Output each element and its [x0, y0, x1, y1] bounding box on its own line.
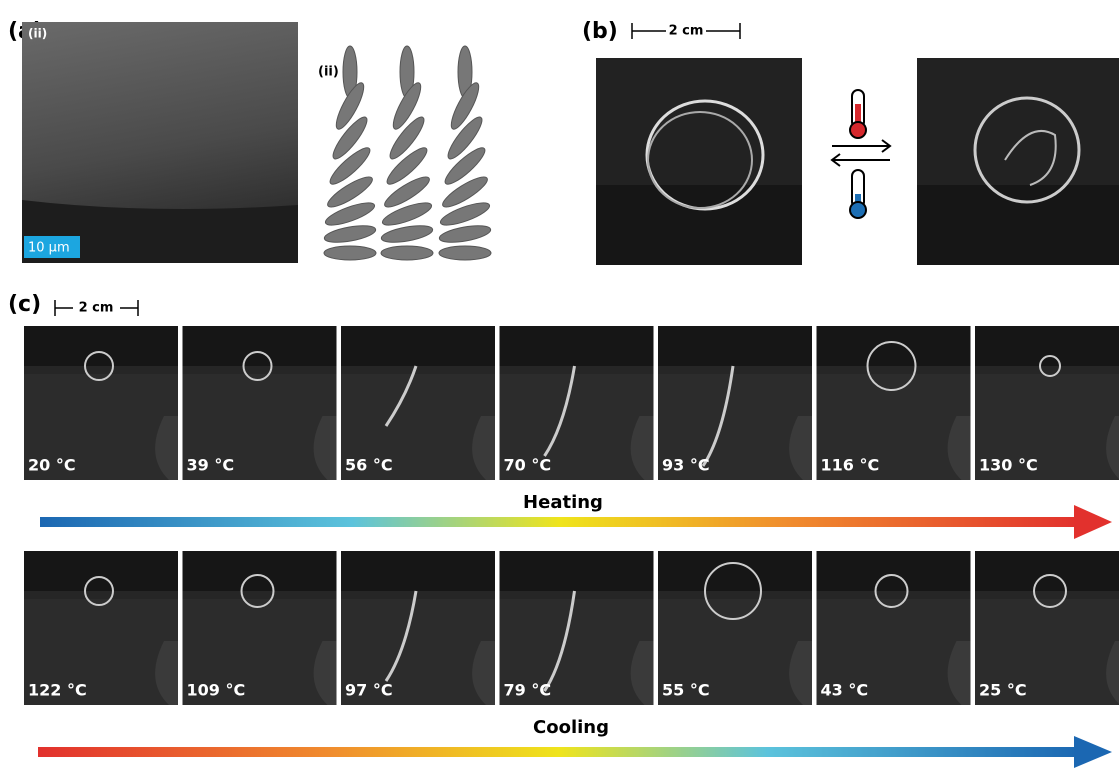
photo-shade	[596, 185, 802, 265]
frame-backdrop	[975, 326, 1119, 366]
frame-backdrop	[183, 551, 337, 591]
frame: 97 °C	[341, 551, 495, 705]
frame: 20 °C	[24, 326, 178, 480]
molecule	[323, 223, 377, 246]
thermometer-cold	[850, 170, 866, 218]
cooling-label: Cooling	[533, 717, 609, 738]
frame: 39 °C	[183, 326, 337, 480]
temperature-label: 25 °C	[979, 681, 1027, 700]
heating-arrowhead	[1074, 505, 1112, 539]
frame: 70 °C	[500, 326, 654, 480]
frame: 56 °C	[341, 326, 495, 480]
temperature-label: 93 °C	[662, 456, 710, 475]
temperature-label: 56 °C	[345, 456, 393, 475]
frame-backdrop	[658, 326, 812, 366]
frame-backdrop	[341, 326, 495, 366]
frame-backdrop	[24, 551, 178, 591]
photo-shade	[917, 185, 1119, 265]
temperature-label: 116 °C	[821, 456, 880, 475]
molecule	[381, 246, 433, 260]
frame: 122 °C	[24, 551, 178, 705]
cooling-arrowhead	[1074, 736, 1112, 768]
frame-backdrop	[658, 551, 812, 591]
frame: 43 °C	[817, 551, 971, 705]
molecule	[438, 223, 492, 246]
frame: 109 °C	[183, 551, 337, 705]
molecule	[324, 246, 376, 260]
frame-backdrop	[975, 551, 1119, 591]
frame: 25 °C	[975, 551, 1119, 705]
scale-bar: 2 cm	[669, 24, 704, 39]
heating-label: Heating	[523, 492, 603, 513]
heating-arrow	[40, 517, 1080, 527]
temperature-label: 79 °C	[504, 681, 552, 700]
figure: (a) (ii) 10 µm (ii) (b) 2 cm (c) 2 cm 20…	[0, 0, 1119, 768]
temperature-label: 109 °C	[187, 681, 246, 700]
panel-label: (b)	[582, 19, 618, 44]
temperature-label: 43 °C	[821, 681, 869, 700]
scale-bar: 2 cm	[79, 301, 114, 316]
frame-backdrop	[817, 326, 971, 366]
molecule	[439, 246, 491, 260]
frame-backdrop	[500, 551, 654, 591]
thermometer-hot	[850, 90, 866, 138]
diagram-label: (ii)	[318, 65, 339, 80]
temperature-label: 20 °C	[28, 456, 76, 475]
temperature-label: 97 °C	[345, 681, 393, 700]
frame: 55 °C	[658, 551, 812, 705]
temperature-label: 122 °C	[28, 681, 87, 700]
molecule	[380, 223, 434, 246]
temperature-label: 55 °C	[662, 681, 710, 700]
frame: 130 °C	[975, 326, 1119, 480]
frame-backdrop	[817, 551, 971, 591]
panel-label: (c)	[8, 292, 41, 317]
sem-label: (ii)	[28, 27, 47, 41]
frame: 116 °C	[817, 326, 971, 480]
temperature-label: 130 °C	[979, 456, 1038, 475]
temperature-label: 70 °C	[504, 456, 552, 475]
frame-backdrop	[24, 326, 178, 366]
temperature-label: 39 °C	[187, 456, 235, 475]
scale-bar: 10 µm	[28, 241, 70, 256]
frame: 79 °C	[500, 551, 654, 705]
cooling-arrow	[38, 747, 1080, 757]
frame-backdrop	[500, 326, 654, 366]
reversible-arrows	[832, 140, 890, 166]
frame: 93 °C	[658, 326, 812, 480]
frame-backdrop	[341, 551, 495, 591]
frame-backdrop	[183, 326, 337, 366]
